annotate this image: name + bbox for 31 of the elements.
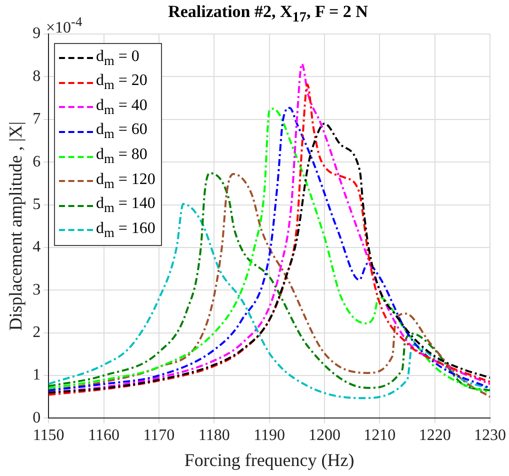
- x-tick-label: 1210: [364, 427, 396, 444]
- legend-label: d$_{m}$ = 40: [96, 96, 148, 118]
- x-tick-label: 1200: [308, 427, 340, 444]
- chart-title: Realization #2, X$_{17}$, F = 2 N: [168, 2, 368, 26]
- x-tick-label: 1190: [254, 427, 286, 444]
- legend-label: d$_{m}$ = 0: [96, 48, 140, 69]
- x-tick-label: 1170: [143, 427, 175, 444]
- y-tick-label: 4: [32, 238, 41, 256]
- y-tick-label: 7: [32, 110, 41, 128]
- y-tick-label: 0: [32, 409, 41, 426]
- y-tick-label: 3: [32, 281, 41, 298]
- y-tick-label: 6: [32, 153, 41, 170]
- legend-label: d$_{m}$ = 140: [96, 195, 156, 216]
- x-tick-label: 1150: [32, 427, 64, 444]
- x-tick-label: 1160: [88, 427, 120, 444]
- x-axis-title: Forcing frequency (Hz): [184, 450, 354, 470]
- legend-label: d$_{m}$ = 80: [96, 146, 148, 168]
- x-tick-label: 1180: [198, 427, 230, 444]
- x-tick-label: 1230: [474, 427, 506, 444]
- y-tick-label: 9: [32, 25, 41, 42]
- x-tick-label: 1220: [418, 427, 451, 444]
- annotation: ×10$^{-4}$: [46, 14, 82, 38]
- y-tick-label: 5: [32, 196, 41, 213]
- legend-label: d$_{m}$ = 160: [96, 220, 156, 242]
- y-tick-label: 8: [32, 68, 41, 85]
- legend-label: d$_{m}$ = 20: [96, 72, 148, 94]
- legend-label: d$_{m}$ = 120: [96, 170, 156, 192]
- y-tick-label: 2: [32, 324, 41, 342]
- y-axis-title: Displacement amplitude , |X|: [6, 122, 26, 331]
- y-tick-label: 1: [32, 366, 41, 384]
- legend-label: d$_{m}$ = 60: [96, 121, 148, 143]
